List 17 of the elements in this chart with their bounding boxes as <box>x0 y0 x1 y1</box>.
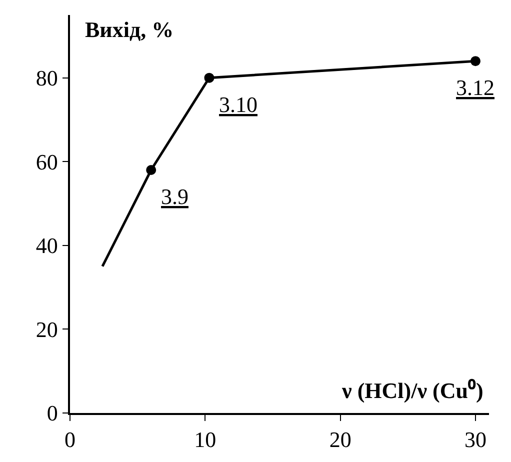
annotation: 3.12 <box>456 75 494 100</box>
y-tick-label: 60 <box>36 149 58 174</box>
point <box>204 72 214 83</box>
y-tick-label: 40 <box>36 233 58 258</box>
point <box>146 165 156 176</box>
x-tick-label: 30 <box>464 427 486 452</box>
annotation: 3.10 <box>219 92 258 117</box>
y-tick-label: 0 <box>46 400 58 426</box>
point <box>470 56 480 66</box>
x-axis-title: ν (HCl)/ν (Cu⁰) <box>341 378 484 403</box>
y-axis-title: Вихід, % <box>85 17 174 42</box>
y-tick-label: 20 <box>36 316 58 342</box>
x-tick-label: 10 <box>194 427 216 452</box>
y-tick-label: 80 <box>36 66 58 91</box>
annotation: 3.9 <box>161 184 188 209</box>
x-tick-label: 20 <box>329 427 352 452</box>
x-tick-label: 0 <box>64 427 76 452</box>
